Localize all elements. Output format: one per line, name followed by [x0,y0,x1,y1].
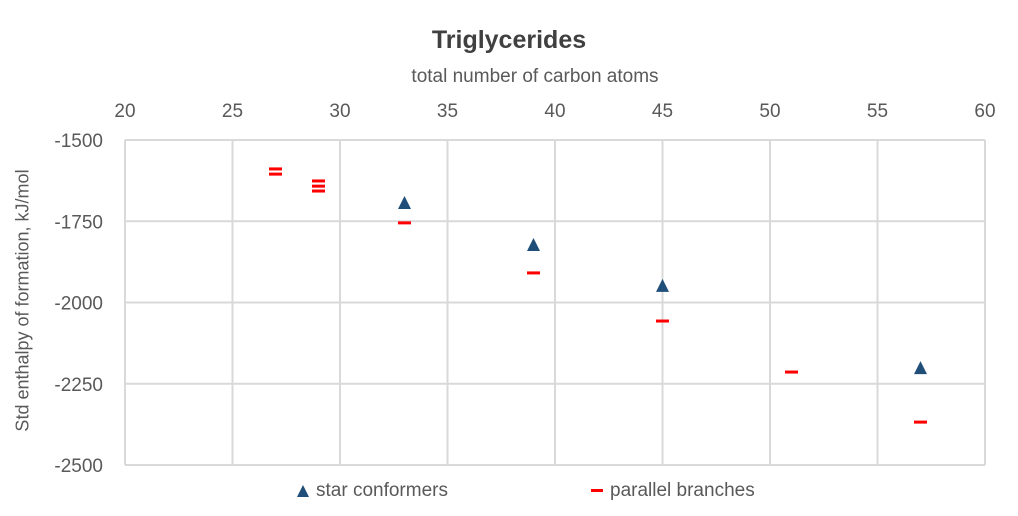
x-tick-label: 25 [222,101,243,122]
legend-label-star: star conformers [316,480,448,501]
x-tick-label: 55 [867,101,888,122]
y-tick-label: -2250 [54,375,103,396]
x-tick-label: 20 [114,101,135,122]
legend-label-parallel: parallel branches [610,480,755,501]
dash-marker [312,189,325,193]
x-axis-label: total number of carbon atoms [411,66,659,87]
triangle-marker-icon [297,485,309,497]
x-tick-label: 40 [544,101,565,122]
y-tick-label: -2500 [54,456,103,477]
x-tick-label: 60 [974,101,995,122]
dash-marker [785,370,798,374]
chart-title: Triglycerides [431,26,587,54]
dash-marker [398,221,411,225]
y-tick-label: -1750 [54,212,103,233]
y-tick-label: -2000 [54,294,103,315]
dash-marker [269,172,282,176]
triangle-marker [398,196,411,210]
triangle-marker [656,278,669,292]
dash-marker [312,184,325,188]
legend-item-star: star conformers [296,480,448,502]
dash-marker [312,179,325,183]
y-tick-label: -1500 [54,131,103,152]
dash-marker-icon [591,489,603,492]
legend-item-parallel: parallel branches [590,480,755,502]
triangle-marker [914,361,927,375]
triangle-marker [527,237,540,251]
x-tick-label: 45 [652,101,673,122]
x-tick-label: 50 [759,101,780,122]
dash-marker [269,167,282,171]
dash-marker [527,271,540,275]
dash-marker [914,420,927,424]
x-tick-label: 35 [437,101,458,122]
x-tick-label: 30 [329,101,350,122]
dash-marker [656,319,669,323]
